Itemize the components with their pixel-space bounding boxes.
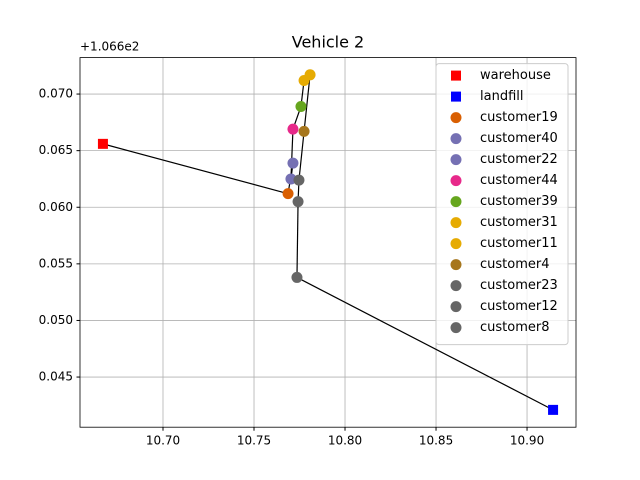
legend-marker <box>450 322 462 334</box>
route-segment <box>290 129 294 179</box>
plot-frame <box>79 57 577 428</box>
legend-label: customer23 <box>480 278 558 293</box>
x-tick-label: 10.90 <box>510 434 544 448</box>
x-tick-label: 10.85 <box>419 434 453 448</box>
legend-marker <box>450 301 462 313</box>
marker <box>293 174 305 186</box>
marker <box>287 123 299 135</box>
legend-marker <box>451 91 461 102</box>
y-tick-label: 0.065 <box>39 143 73 157</box>
legend-label: customer19 <box>480 110 558 125</box>
legend-marker <box>450 217 462 229</box>
legend-label: customer40 <box>480 131 558 146</box>
route-segment <box>296 201 299 278</box>
marker <box>291 271 303 283</box>
x-tick-label: 10.75 <box>237 434 271 448</box>
legend-label: customer8 <box>480 320 550 335</box>
y-tick-label: 0.045 <box>39 370 73 384</box>
marker <box>285 173 297 185</box>
legend-marker <box>450 133 462 145</box>
y-tick-label: 0.050 <box>39 313 73 327</box>
legend-marker <box>450 196 462 208</box>
legend-box <box>435 63 569 346</box>
y-tick-label: 0.060 <box>39 200 73 214</box>
route-segment <box>303 74 311 132</box>
route-segment <box>296 276 554 411</box>
x-tick-label: 10.70 <box>146 434 180 448</box>
legend-label: landfill <box>480 89 523 104</box>
route-segment <box>298 131 305 181</box>
legend-marker <box>451 70 461 81</box>
marker <box>298 125 310 137</box>
legend-label: warehouse <box>480 68 551 83</box>
legend-marker <box>450 238 462 250</box>
marker <box>295 101 307 113</box>
marker <box>97 138 108 149</box>
y-tick-label: 0.070 <box>39 87 73 101</box>
chart-title: Vehicle 2 <box>292 33 364 52</box>
legend-label: customer4 <box>480 257 550 272</box>
legend-label: customer11 <box>480 236 558 251</box>
marker <box>292 196 304 208</box>
marker <box>287 157 299 169</box>
marker <box>548 404 559 415</box>
legend-marker <box>450 175 462 187</box>
marker <box>304 69 316 81</box>
legend-marker <box>450 112 462 124</box>
route-segment <box>102 143 289 195</box>
axis-offset: +1.066e2 <box>80 40 139 54</box>
legend-label: customer44 <box>480 173 558 188</box>
legend-marker <box>450 280 462 292</box>
legend-label: customer22 <box>480 152 558 167</box>
legend-marker <box>450 259 462 271</box>
y-tick-label: 0.055 <box>39 256 73 270</box>
legend-label: customer31 <box>480 215 558 230</box>
legend-label: customer12 <box>480 299 558 314</box>
legend-label: customer39 <box>480 194 558 209</box>
x-tick-label: 10.80 <box>328 434 362 448</box>
marker <box>282 188 294 200</box>
legend-marker <box>450 154 462 166</box>
